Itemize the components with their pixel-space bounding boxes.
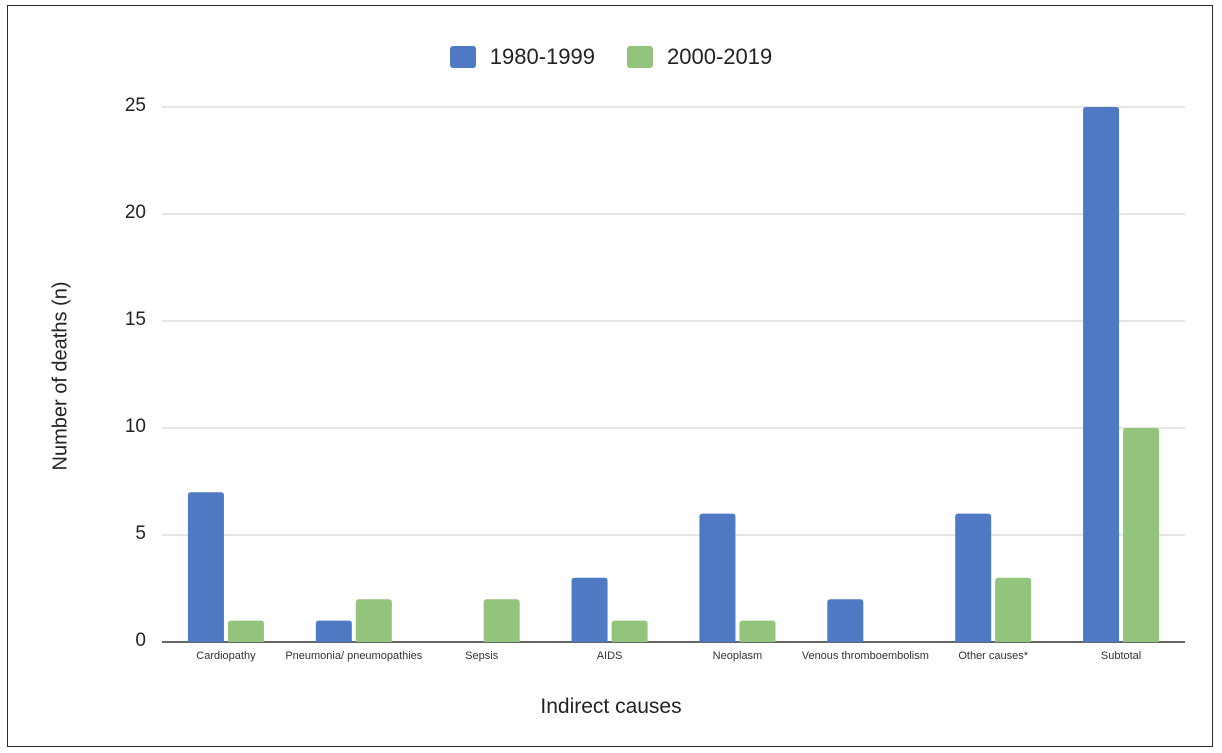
- legend: 1980-1999 2000-2019: [0, 44, 1222, 70]
- bar-series2-6: [995, 577, 1032, 642]
- bar-series2-0: [227, 620, 264, 642]
- y-tick-label: 10: [124, 416, 146, 437]
- bar-series1-1: [315, 620, 352, 642]
- x-tick-label: Cardiopathy: [196, 650, 256, 662]
- legend-label-2000-2019: 2000-2019: [667, 44, 773, 69]
- bar-series2-3: [611, 620, 648, 642]
- x-tick-label: Subtotal: [1100, 650, 1142, 662]
- y-tick-label: 20: [124, 202, 146, 223]
- bar-series1-3: [571, 577, 608, 642]
- legend-swatch-2000-2019: [627, 46, 653, 68]
- legend-item-2000-2019: 2000-2019: [627, 44, 772, 70]
- legend-label-1980-1999: 1980-1999: [489, 44, 595, 69]
- y-tick-label: 25: [124, 95, 146, 116]
- bar-series1-5: [827, 599, 864, 642]
- bar-series2-4: [739, 620, 776, 642]
- x-tick-label: Other causes*: [958, 650, 1029, 662]
- x-tick-label: Venous thromboembolism: [801, 650, 929, 662]
- bar-series2-2: [483, 599, 520, 642]
- x-axis-label: Indirect causes: [540, 695, 682, 718]
- bar-series1-6: [955, 513, 992, 642]
- x-tick-label: Neoplasm: [712, 650, 763, 662]
- bar-series1-0: [187, 492, 224, 642]
- bar-series1-4: [699, 513, 736, 642]
- legend-swatch-1980-1999: [449, 46, 476, 68]
- y-tick-label: 15: [124, 309, 146, 330]
- x-tick-label: Sepsis: [465, 650, 499, 662]
- bar-series2-7: [1123, 428, 1160, 642]
- bar-series2-1: [355, 599, 392, 642]
- legend-item-1980-1999: 1980-1999: [449, 44, 595, 70]
- bar-series1-7: [1083, 107, 1120, 642]
- x-tick-label: Pneumonia/ pneumopathies: [285, 650, 423, 662]
- x-tick-label: AIDS: [596, 650, 623, 662]
- y-tick-label: 0: [135, 630, 146, 651]
- y-tick-label: 5: [135, 523, 146, 544]
